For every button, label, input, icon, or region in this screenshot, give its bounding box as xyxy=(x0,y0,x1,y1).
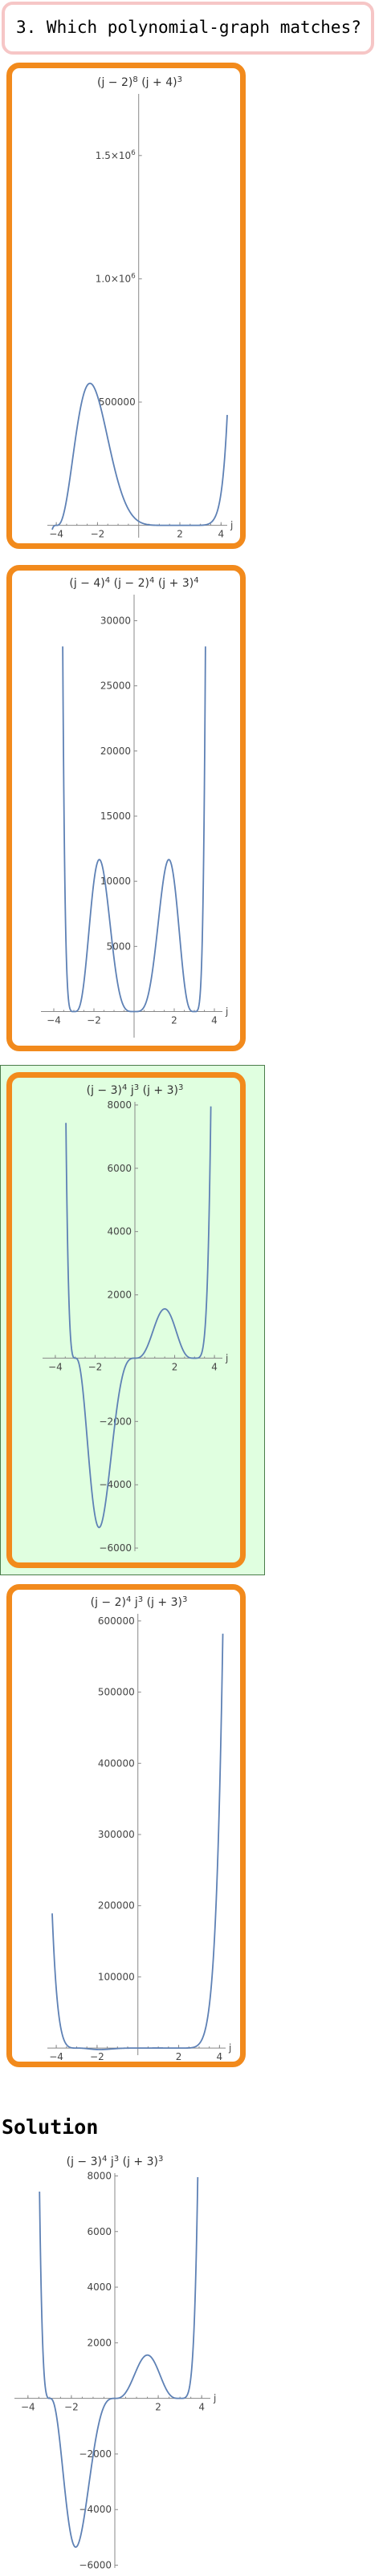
x-tick-label: 2 xyxy=(155,2402,161,2413)
question-text: 3. Which polynomial-graph matches? xyxy=(16,18,361,37)
solution-plot: (j − 3)4 j3 (j + 3)3 j −4 −2 2 4 −6000 −4000 −20… xyxy=(14,2155,216,2571)
y-tick-label: 500000 xyxy=(98,1687,135,1698)
series-line xyxy=(65,1106,212,1529)
y-tick-label: 20000 xyxy=(100,746,131,757)
y-tick-label: 500000 xyxy=(99,396,136,408)
y-tick-label: 300000 xyxy=(98,1829,135,1840)
question-box: 3. Which polynomial-graph matches? xyxy=(2,2,374,55)
plot-formula: (j − 2)4 j3 (j + 3)3 xyxy=(91,1595,188,1610)
y-tick-label: −6000 xyxy=(79,2560,112,2571)
x-axis-label: j xyxy=(225,1352,228,1363)
y-tick-label: −2000 xyxy=(79,2448,112,2460)
x-tick-label: −2 xyxy=(91,529,105,540)
y-tick-label: 400000 xyxy=(98,1757,135,1769)
plot-formula: (j − 3)4 j3 (j + 3)3 xyxy=(87,1083,184,1098)
x-tick-label: −2 xyxy=(88,1361,103,1372)
x-tick-label: −2 xyxy=(87,1015,101,1026)
option-plot-4: (j − 2)4 j3 (j + 3)3 j −4 −2 2 4 100000 200000 3… xyxy=(47,1595,231,2062)
solution-heading: Solution xyxy=(2,2115,99,2139)
option-card-3[interactable]: (j − 3)4 j3 (j + 3)3 j −4 −2 2 4 −6000 −4000 −20… xyxy=(6,1072,246,1568)
x-tick-label: 4 xyxy=(217,2051,223,2062)
y-tick-label: −4000 xyxy=(99,1479,132,1490)
y-tick-label: 200000 xyxy=(98,1900,135,1912)
y-tick-label: 6000 xyxy=(87,2226,112,2237)
x-tick-label: −4 xyxy=(47,1015,61,1026)
y-tick-label: 100000 xyxy=(98,1971,135,1982)
x-tick-label: 2 xyxy=(177,529,183,540)
x-tick-label: −4 xyxy=(49,529,63,540)
option-plot-1: (j − 2)8 (j + 4)3 j −4 −2 2 4 500000 1.0×106 1.5… xyxy=(47,75,233,540)
y-tick-label: 8000 xyxy=(87,2170,112,2181)
x-axis-label: j xyxy=(230,520,233,531)
x-tick-label: 2 xyxy=(171,1015,177,1026)
y-tick-label: 2000 xyxy=(87,2337,112,2348)
y-tick-label: 30000 xyxy=(100,615,131,626)
y-tick-label: 6000 xyxy=(107,1163,132,1174)
y-tick-label: 10000 xyxy=(100,876,131,887)
y-tick-label: 2000 xyxy=(107,1290,132,1301)
x-axis-label: j xyxy=(213,2393,216,2404)
y-tick-label: 1.0×106 xyxy=(96,272,136,284)
x-tick-label: −4 xyxy=(49,2051,63,2062)
y-tick-label: 25000 xyxy=(100,681,131,692)
x-axis-label: j xyxy=(228,2042,231,2054)
option-card-1[interactable]: (j − 2)8 (j + 4)3 j −4 −2 2 4 500000 1.0×106 1.5… xyxy=(6,63,246,549)
x-tick-label: −2 xyxy=(64,2402,79,2413)
series-line xyxy=(51,1633,224,2050)
y-tick-label: 1.5×106 xyxy=(96,149,136,161)
option-plot-3: (j − 3)4 j3 (j + 3)3j−4 −2 2 4−6000−4000−20… xyxy=(43,1083,228,1554)
x-tick-label: 4 xyxy=(211,1361,218,1372)
y-tick-label: 5000 xyxy=(106,941,131,952)
plot-formula: (j − 3)4 j3 (j + 3)3 xyxy=(67,2155,164,2169)
x-tick-label: −2 xyxy=(90,2051,104,2062)
y-tick-label: −6000 xyxy=(99,1542,132,1554)
y-tick-label: 4000 xyxy=(107,1226,132,1237)
y-tick-label: 8000 xyxy=(107,1099,132,1111)
x-tick-label: −4 xyxy=(21,2402,35,2413)
option-card-4[interactable]: (j − 2)4 j3 (j + 3)3 j −4 −2 2 4 100000 200000 3… xyxy=(6,1584,246,2067)
x-tick-label: 4 xyxy=(198,2402,205,2413)
y-tick-label: 4000 xyxy=(87,2281,112,2293)
series-line xyxy=(51,382,228,530)
plot-formula: (j − 2)8 (j + 4)3 xyxy=(97,75,182,90)
x-axis-label: j xyxy=(225,1006,228,1018)
series-line xyxy=(39,2176,199,2548)
x-tick-label: 2 xyxy=(172,1361,178,1372)
option-plot-2: (j − 4)4 (j − 2)4 (j + 3)4 j −4 −2 2 4 5000 100… xyxy=(41,576,228,1038)
plot-formula: (j − 4)4 (j − 2)4 (j + 3)4 xyxy=(69,576,198,591)
x-tick-label: 4 xyxy=(218,529,224,540)
x-tick-label: −4 xyxy=(48,1361,63,1372)
y-tick-label: 600000 xyxy=(98,1615,135,1627)
series-line xyxy=(62,646,206,1013)
x-tick-label: 2 xyxy=(176,2051,182,2062)
y-tick-label: −4000 xyxy=(79,2504,112,2515)
option-card-2[interactable]: (j − 4)4 (j − 2)4 (j + 3)4 j −4 −2 2 4 5000 100… xyxy=(6,565,246,1051)
y-tick-label: 15000 xyxy=(100,811,131,822)
x-tick-label: 4 xyxy=(211,1015,218,1026)
